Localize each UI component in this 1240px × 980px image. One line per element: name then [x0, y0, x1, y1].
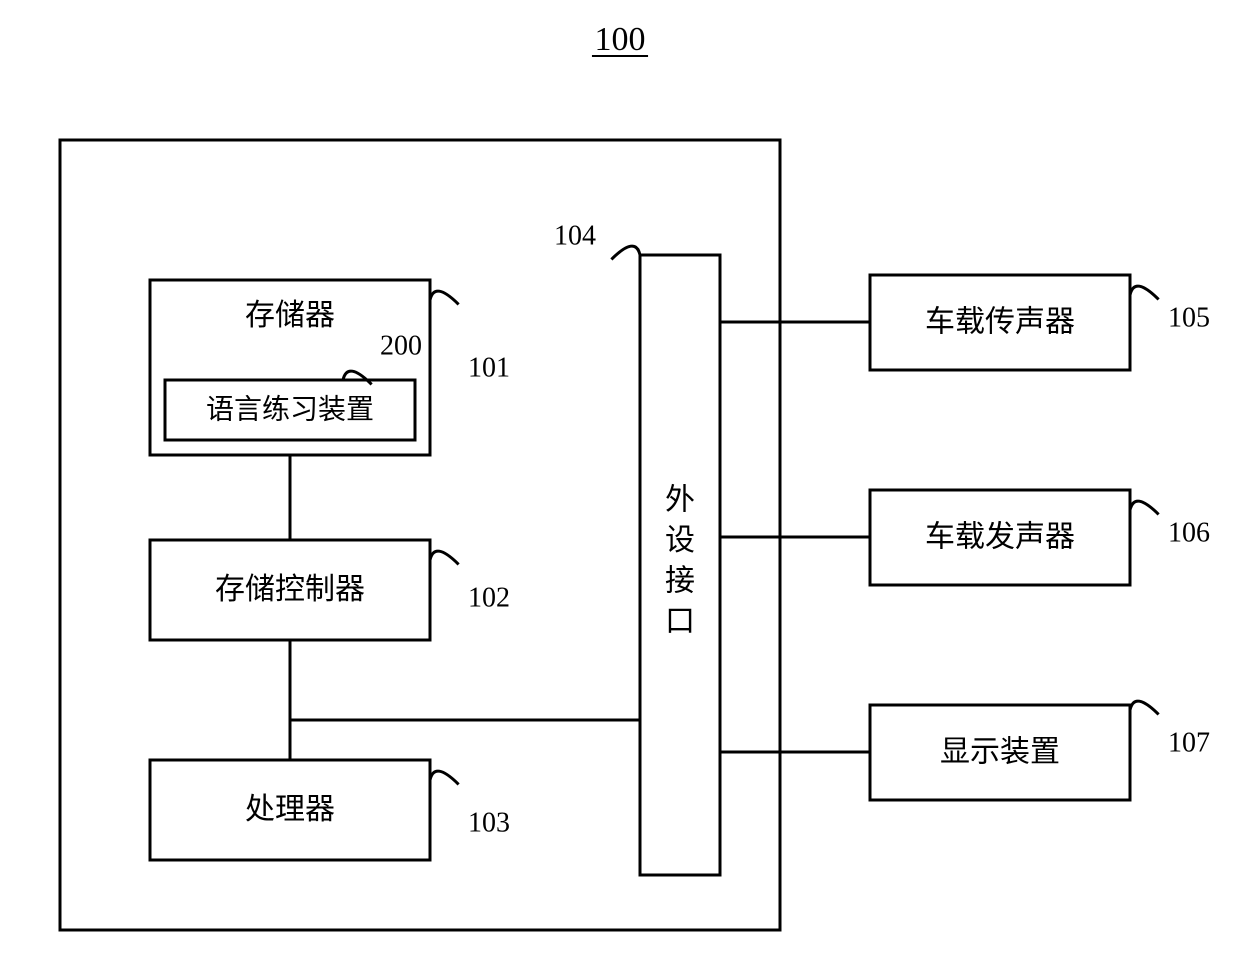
label-processor: 处理器	[245, 793, 335, 826]
block-diagram: 100 存储器 101 语言练习装置 200 存储控制器 102 处理器 103 外设接口 104 车…	[0, 0, 1240, 980]
label-display: 显示装置	[940, 735, 1060, 768]
ref-mem_ctrl: 102	[468, 582, 510, 613]
label-periph_if-char2: 接	[665, 565, 695, 598]
ref-processor: 103	[468, 807, 510, 838]
label-lang_device: 语言练习装置	[206, 393, 374, 425]
ref-memory: 101	[468, 352, 510, 383]
ref-mic: 105	[1168, 302, 1210, 333]
label-speaker: 车载发声器	[925, 520, 1075, 553]
label-periph_if-char0: 外	[665, 484, 695, 517]
ref-display: 107	[1168, 727, 1210, 758]
label-memory: 存储器	[245, 299, 335, 332]
label-periph_if-char3: 口	[665, 605, 695, 638]
ref-speaker: 106	[1168, 517, 1210, 548]
label-periph_if-char1: 设	[665, 524, 695, 557]
label-mem_ctrl: 存储控制器	[215, 573, 365, 606]
ref-periph_if: 104	[554, 220, 596, 251]
figure-title: 100	[595, 21, 646, 58]
label-mic: 车载传声器	[925, 305, 1075, 338]
ref-lang_device: 200	[380, 330, 422, 361]
